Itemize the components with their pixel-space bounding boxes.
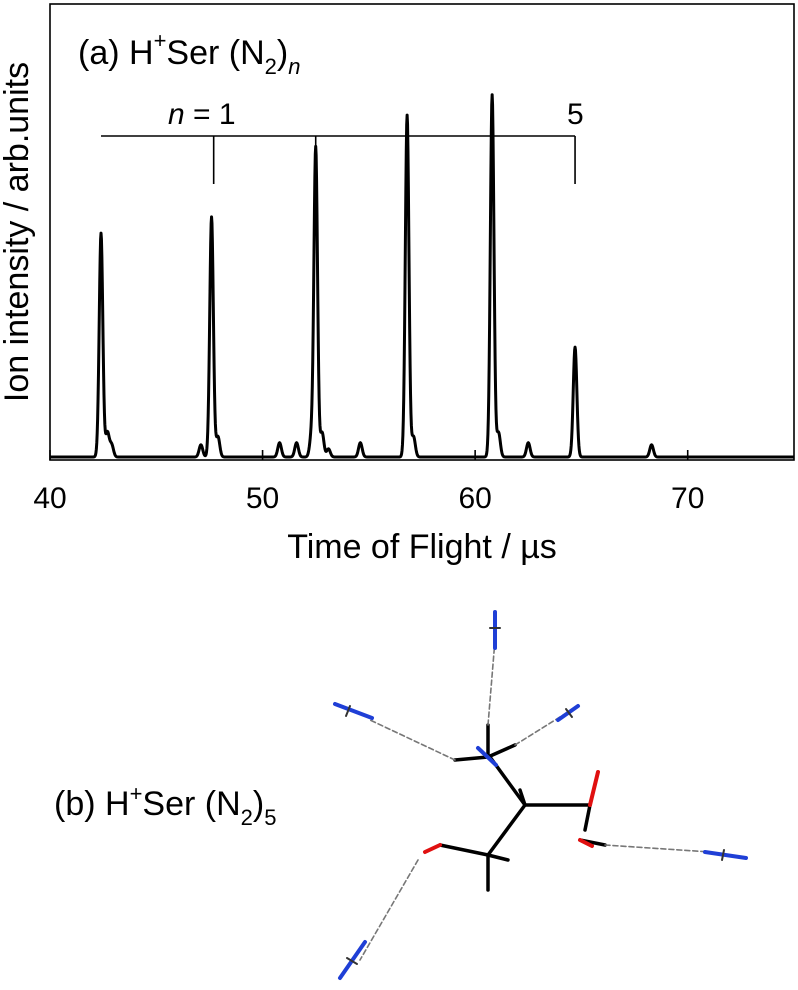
molecule-drawing [333, 610, 748, 980]
plot-frame [49, 3, 795, 461]
ammonium-nitrogen [476, 746, 498, 767]
x-axis-title: Time of Flight / µs [287, 528, 557, 566]
hydroxyl-oxygen [423, 843, 442, 854]
x-tick-label-70: 70 [671, 482, 704, 515]
panel-a-label: (a) H+Ser (N2)n [78, 28, 300, 79]
carbonyl-oxygen [588, 770, 600, 807]
x-tick-label-40: 40 [33, 482, 66, 515]
panel-b-structure: (b) H+Ser (N2)5 [54, 610, 748, 980]
spectrum-trace [48, 93, 796, 459]
panel-a-spectrum: 40 50 60 70 n = 1 5 (a) H+Ser (N2)n Time of… [0, 3, 796, 566]
carboxyl-oxygen [578, 838, 594, 848]
panel-b-label: (b) H+Ser (N2)5 [54, 781, 276, 830]
cluster-series-bracket [101, 135, 576, 184]
y-axis-title: Ion intensity / arb.units [0, 62, 36, 402]
x-tick-label-50: 50 [246, 482, 279, 515]
bracket-last-label: 5 [567, 98, 584, 131]
x-tick-label-60: 60 [458, 482, 491, 515]
hydrogen-bonds [359, 639, 711, 961]
bracket-n-var: n [168, 98, 185, 131]
peak-marks [100, 94, 653, 450]
x-axis-tick-labels: 40 50 60 70 [33, 482, 704, 515]
serine-backbone [438, 723, 607, 892]
n2-molecules [333, 610, 748, 980]
bracket-first-value: = 1 [185, 98, 236, 131]
bracket-first-label: n = 1 [168, 98, 236, 131]
